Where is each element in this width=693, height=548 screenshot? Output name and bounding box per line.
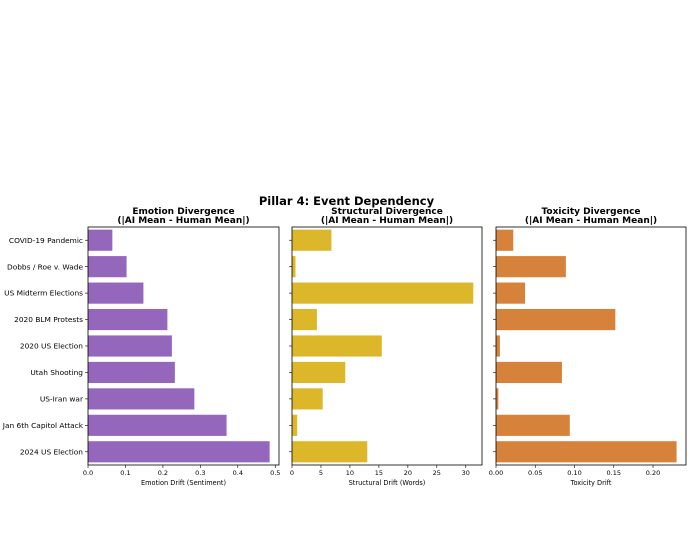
panel-title: Structural Divergence xyxy=(331,207,443,217)
x-tick-label: 0.5 xyxy=(270,469,280,477)
bar-2-7 xyxy=(292,388,323,410)
chart-suptitle: Pillar 4: Event Dependency xyxy=(259,194,435,208)
bar-3-7 xyxy=(496,388,499,410)
bar-2-3 xyxy=(292,282,474,304)
bar-1-4 xyxy=(88,308,168,331)
bar-3-5 xyxy=(496,335,500,357)
bar-3-1 xyxy=(496,229,514,251)
bar-2-8 xyxy=(292,414,298,436)
x-tick-label: 25 xyxy=(433,469,441,477)
y-category-label: Dobbs / Roe v. Wade xyxy=(7,262,83,271)
bar-3-3 xyxy=(496,282,526,304)
y-category-label: Utah Shooting xyxy=(30,368,83,377)
bar-2-9 xyxy=(292,441,368,463)
x-tick-label: 5 xyxy=(319,469,323,477)
x-tick-label: 0.10 xyxy=(567,469,581,477)
y-category-label: 2024 US Election xyxy=(20,447,83,456)
bar-2-6 xyxy=(292,361,346,384)
bar-1-5 xyxy=(88,335,172,357)
panel-3: 0.00 0.05 0.10 0.15 0.20 Toxicity Drift Toxici… xyxy=(489,207,687,487)
x-tick-label: 0.3 xyxy=(195,469,205,477)
x-tick-label: 0.15 xyxy=(607,469,621,477)
bar-3-9 xyxy=(496,441,677,463)
x-tick-label: 0.20 xyxy=(646,469,660,477)
x-tick-label: 15 xyxy=(375,469,383,477)
x-tick-label: 0.05 xyxy=(528,469,542,477)
y-category-label: COVID-19 Pandemic xyxy=(9,236,83,245)
y-category-label: 2020 BLM Protests xyxy=(14,315,83,324)
panel-subtitle: (|AI Mean - Human Mean|) xyxy=(117,216,249,226)
x-tick-label: 0 xyxy=(290,469,294,477)
y-category-label: US Midterm Elections xyxy=(4,289,83,298)
y-category-label: 2020 US Election xyxy=(20,342,83,351)
bar-2-2 xyxy=(292,256,296,278)
x-tick-label: 10 xyxy=(346,469,354,477)
x-axis-label: Toxicity Drift xyxy=(570,479,612,487)
x-tick-label: 0.1 xyxy=(120,469,130,477)
bar-3-2 xyxy=(496,256,566,278)
bar-2-4 xyxy=(292,308,317,331)
bar-1-2 xyxy=(88,256,127,278)
x-tick-label: 0.00 xyxy=(489,469,503,477)
bar-1-3 xyxy=(88,282,144,304)
x-tick-label: 0.0 xyxy=(83,469,93,477)
bar-1-6 xyxy=(88,361,175,384)
x-tick-label: 20 xyxy=(404,469,412,477)
panel-2: 0 5 10 15 20 25 30 Structural Drift (Words) Stru… xyxy=(289,207,483,487)
panel-title: Emotion Divergence xyxy=(132,207,234,217)
x-tick-label: 0.2 xyxy=(158,469,168,477)
bar-1-1 xyxy=(88,229,113,251)
panel-subtitle: (|AI Mean - Human Mean|) xyxy=(321,216,453,226)
x-axis-label: Structural Drift (Words) xyxy=(349,479,426,487)
panel-subtitle: (|AI Mean - Human Mean|) xyxy=(525,216,657,226)
bar-2-5 xyxy=(292,335,382,357)
bar-3-6 xyxy=(496,361,562,384)
bar-2-1 xyxy=(292,229,332,251)
bar-3-4 xyxy=(496,308,616,331)
bar-1-9 xyxy=(88,441,270,463)
x-axis-label: Emotion Drift (Sentiment) xyxy=(141,479,226,487)
panel-title: Toxicity Divergence xyxy=(541,207,640,217)
bar-1-8 xyxy=(88,414,227,436)
panel-1: 0.0 0.1 0.2 0.3 0.4 0.5 COVID-19 Pandemic Dobbs… xyxy=(2,207,281,487)
x-tick-label: 0.4 xyxy=(233,469,243,477)
y-category-label: US-Iran war xyxy=(40,394,84,403)
x-tick-label: 30 xyxy=(462,469,470,477)
bar-3-8 xyxy=(496,414,570,436)
y-category-label: Jan 6th Capitol Attack xyxy=(2,421,84,430)
bar-1-7 xyxy=(88,388,195,410)
